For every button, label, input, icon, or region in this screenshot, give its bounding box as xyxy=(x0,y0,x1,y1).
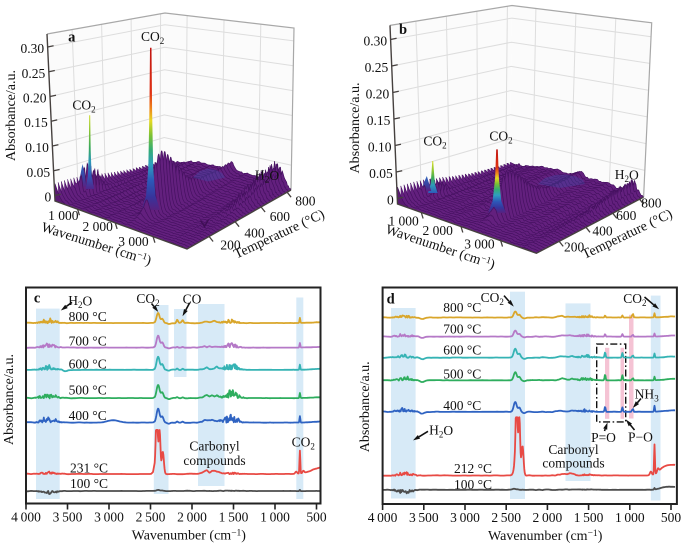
svg-text:Wavenumber (cm−1): Wavenumber (cm−1) xyxy=(488,529,603,544)
svg-text:CO2: CO2 xyxy=(489,129,512,146)
svg-text:0.20: 0.20 xyxy=(366,87,390,102)
svg-text:800: 800 xyxy=(641,195,662,210)
svg-text:0.05: 0.05 xyxy=(26,165,50,180)
svg-text:600 °C: 600 °C xyxy=(443,342,481,357)
svg-text:1 000: 1 000 xyxy=(615,510,645,525)
svg-text:2 000: 2 000 xyxy=(177,510,207,525)
svg-text:231 °C: 231 °C xyxy=(70,460,108,475)
svg-text:1 000: 1 000 xyxy=(48,208,79,223)
svg-text:CO2: CO2 xyxy=(141,29,164,46)
svg-text:700 °C: 700 °C xyxy=(443,321,481,336)
svg-text:CO: CO xyxy=(183,291,202,306)
svg-text:0.30: 0.30 xyxy=(20,41,44,56)
svg-text:c: c xyxy=(34,291,41,307)
svg-text:700 °C: 700 °C xyxy=(69,333,107,348)
svg-text:500: 500 xyxy=(661,510,682,525)
svg-text:400: 400 xyxy=(592,224,613,239)
svg-text:2 500: 2 500 xyxy=(136,510,166,525)
svg-text:3 500: 3 500 xyxy=(409,510,439,525)
svg-text:0.15: 0.15 xyxy=(367,113,391,128)
svg-text:100 °C: 100 °C xyxy=(70,476,108,491)
svg-text:Wavenumber (cm−1): Wavenumber (cm−1) xyxy=(132,529,247,544)
svg-text:Absorbance/a.u.: Absorbance/a.u. xyxy=(4,70,19,161)
svg-text:0.20: 0.20 xyxy=(23,91,47,106)
svg-text:400 °C: 400 °C xyxy=(443,398,481,413)
svg-text:CO2: CO2 xyxy=(136,291,159,308)
svg-text:compounds: compounds xyxy=(542,456,604,471)
svg-text:600: 600 xyxy=(270,209,291,224)
svg-text:400 °C: 400 °C xyxy=(69,408,107,423)
svg-text:a: a xyxy=(68,30,76,46)
svg-text:2 000: 2 000 xyxy=(533,510,563,525)
svg-text:500 °C: 500 °C xyxy=(69,383,107,398)
svg-text:H2O: H2O xyxy=(68,293,92,310)
svg-text:3 500: 3 500 xyxy=(53,510,83,525)
svg-text:CO2: CO2 xyxy=(481,290,504,307)
svg-text:4 000: 4 000 xyxy=(368,510,398,525)
svg-text:800 °C: 800 °C xyxy=(69,309,107,324)
svg-text:0.15: 0.15 xyxy=(24,115,48,130)
svg-text:2 000: 2 000 xyxy=(423,223,454,238)
svg-text:H2O: H2O xyxy=(255,168,280,186)
svg-text:800 °C: 800 °C xyxy=(443,300,481,315)
svg-text:H2O: H2O xyxy=(615,167,639,184)
svg-text:CO2: CO2 xyxy=(423,134,446,151)
svg-text:0.30: 0.30 xyxy=(363,34,387,49)
svg-text:0.10: 0.10 xyxy=(368,140,392,155)
svg-text:H2O: H2O xyxy=(429,423,453,440)
svg-text:500: 500 xyxy=(306,510,327,525)
svg-text:b: b xyxy=(399,22,407,38)
svg-text:0: 0 xyxy=(44,190,51,205)
svg-text:1 000: 1 000 xyxy=(388,214,419,229)
svg-text:Absorbance/a.u.: Absorbance/a.u. xyxy=(358,361,373,452)
svg-text:P=O: P=O xyxy=(591,430,616,445)
svg-text:0.05: 0.05 xyxy=(369,166,393,181)
svg-text:Carbonyl: Carbonyl xyxy=(189,439,239,454)
svg-text:100 °C: 100 °C xyxy=(454,477,492,492)
svg-text:Carbonyl: Carbonyl xyxy=(548,442,598,457)
svg-text:500 °C: 500 °C xyxy=(443,366,481,381)
svg-text:CO2: CO2 xyxy=(72,98,95,115)
svg-text:1 000: 1 000 xyxy=(260,510,290,525)
svg-text:212 °C: 212 °C xyxy=(454,461,492,476)
svg-text:Absorbance/a.u.: Absorbance/a.u. xyxy=(348,83,363,174)
svg-text:compounds: compounds xyxy=(183,453,245,468)
svg-text:3 000: 3 000 xyxy=(118,234,149,249)
svg-text:Absorbance/a.u.: Absorbance/a.u. xyxy=(2,354,17,445)
svg-text:0.25: 0.25 xyxy=(365,60,389,75)
svg-text:2 000: 2 000 xyxy=(83,219,114,234)
svg-text:600: 600 xyxy=(616,208,637,223)
svg-text:400: 400 xyxy=(244,226,265,241)
svg-text:P−O: P−O xyxy=(628,430,653,445)
svg-text:CO2: CO2 xyxy=(292,435,315,452)
svg-text:800: 800 xyxy=(295,194,316,209)
svg-text:d: d xyxy=(387,292,395,308)
svg-text:3 000: 3 000 xyxy=(464,237,495,252)
svg-text:0.25: 0.25 xyxy=(22,66,46,81)
svg-text:3 000: 3 000 xyxy=(450,510,480,525)
svg-text:0.10: 0.10 xyxy=(25,140,49,155)
svg-text:1 500: 1 500 xyxy=(574,510,604,525)
svg-text:0: 0 xyxy=(387,193,394,208)
svg-text:2 500: 2 500 xyxy=(491,510,521,525)
svg-text:1 500: 1 500 xyxy=(219,510,249,525)
svg-text:200: 200 xyxy=(564,240,585,255)
svg-text:200: 200 xyxy=(220,238,241,253)
svg-text:600 °C: 600 °C xyxy=(69,357,107,372)
svg-text:3 000: 3 000 xyxy=(94,510,124,525)
svg-text:CO2: CO2 xyxy=(623,291,646,308)
svg-text:4 000: 4 000 xyxy=(11,510,41,525)
